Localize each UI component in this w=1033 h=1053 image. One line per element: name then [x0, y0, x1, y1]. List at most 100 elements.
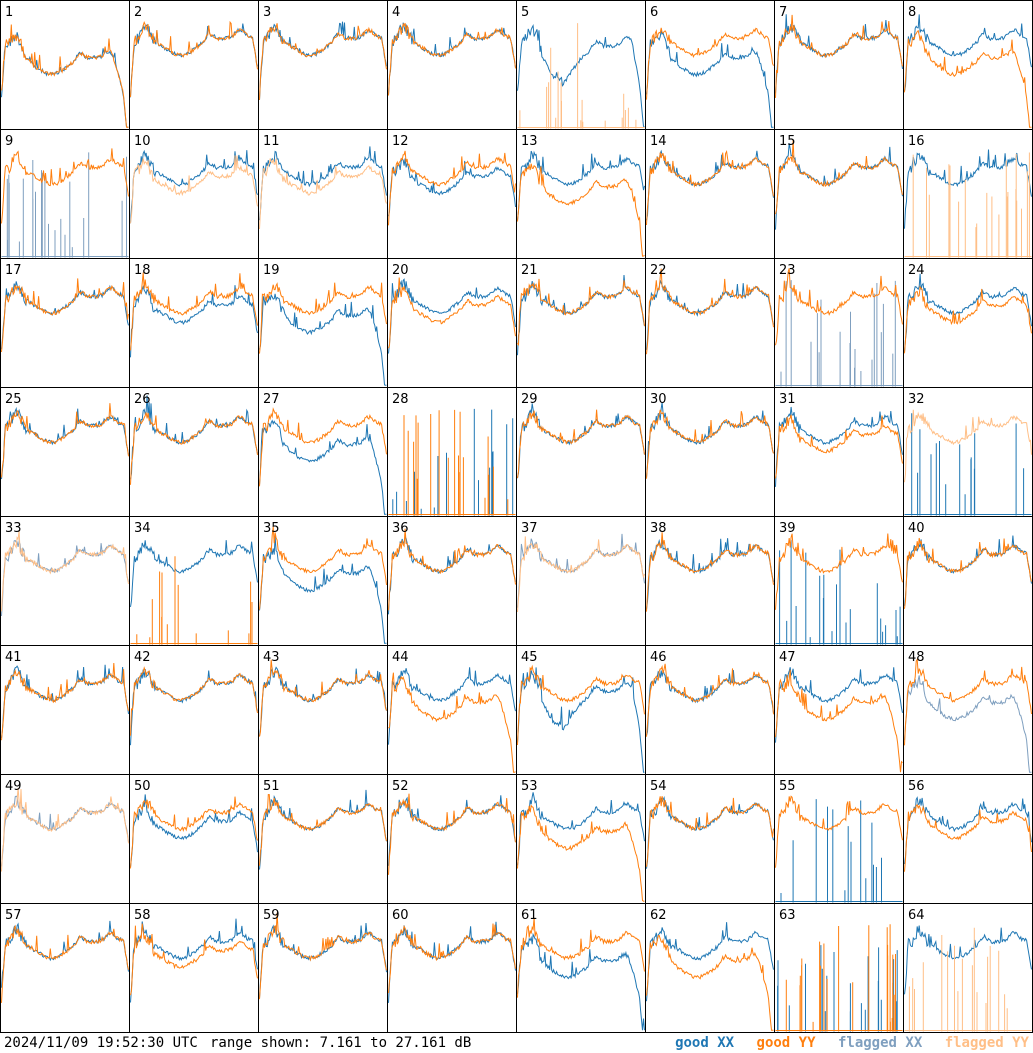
series-yy-25: [1, 403, 129, 478]
series-xx-20: [388, 278, 516, 354]
tile-17: 17: [0, 258, 130, 388]
tile-9: 9: [0, 129, 130, 259]
series-xx-62: [646, 922, 774, 1002]
legend-good-xx: good XX: [675, 1035, 735, 1051]
tile-label: 29: [521, 392, 538, 407]
series-yy-26: [130, 412, 258, 485]
series-yy-28: [388, 409, 516, 516]
series-yy-32: [904, 409, 1032, 483]
tile-label: 22: [650, 263, 667, 278]
tile-label: 25: [5, 392, 22, 407]
tile-label: 11: [263, 134, 280, 149]
tile-label: 43: [263, 650, 280, 665]
tile-27: 27: [258, 387, 388, 517]
tile-label: 3: [263, 5, 271, 20]
series-yy-8: [904, 29, 1032, 128]
tile-label: 55: [779, 779, 796, 794]
tile-29: 29: [516, 387, 646, 517]
series-xx-15: [775, 143, 903, 230]
series-yy-10: [130, 155, 258, 224]
tile-1: 1: [0, 0, 130, 130]
series-yy-18: [130, 272, 258, 351]
series-yy-43: [259, 659, 387, 737]
tile-38: 38: [645, 516, 775, 646]
tile-42: 42: [129, 645, 259, 775]
series-yy-6: [646, 27, 774, 100]
series-yy-29: [517, 409, 645, 479]
series-xx-16: [904, 149, 1032, 229]
series-xx-36: [388, 535, 516, 615]
tile-label: 23: [779, 263, 796, 278]
tile-label: 56: [908, 779, 925, 794]
series-xx-6: [646, 30, 774, 128]
series-xx-4: [388, 22, 516, 95]
tile-label: 19: [263, 263, 280, 278]
tile-21: 21: [516, 258, 646, 388]
tile-label: 45: [521, 650, 538, 665]
series-xx-55: [775, 799, 903, 903]
tile-6: 6: [645, 0, 775, 130]
tile-label: 49: [5, 779, 22, 794]
tile-label: 59: [263, 908, 280, 923]
series-yy-1: [1, 24, 129, 128]
series-xx-42: [130, 668, 258, 746]
tile-label: 40: [908, 521, 925, 536]
series-xx-47: [775, 667, 903, 743]
series-yy-48: [904, 657, 1032, 746]
series-yy-11: [259, 158, 387, 230]
tile-label: 54: [650, 779, 667, 794]
tile-label: 42: [134, 650, 151, 665]
tile-label: 13: [521, 134, 538, 149]
tile-label: 15: [779, 134, 796, 149]
series-yy-61: [517, 917, 645, 998]
tile-label: 46: [650, 650, 667, 665]
tile-60: 60: [387, 903, 517, 1033]
tile-label: 64: [908, 908, 925, 923]
series-yy-4: [388, 22, 516, 96]
series-yy-19: [259, 282, 387, 354]
tile-10: 10: [129, 129, 259, 259]
tile-label: 31: [779, 392, 796, 407]
series-xx-34: [130, 540, 258, 607]
series-yy-52: [388, 793, 516, 875]
tile-label: 28: [392, 392, 409, 407]
series-yy-34: [130, 556, 258, 645]
tile-label: 7: [779, 5, 787, 20]
series-yy-49: [1, 788, 129, 872]
tile-label: 27: [263, 392, 280, 407]
tile-label: 48: [908, 650, 925, 665]
series-xx-48: [904, 675, 1032, 773]
series-xx-54: [646, 796, 774, 869]
tile-8: 8: [903, 0, 1033, 130]
series-yy-60: [388, 923, 516, 993]
tile-22: 22: [645, 258, 775, 388]
series-xx-23: [775, 280, 903, 387]
tile-label: 17: [5, 263, 22, 278]
tile-label: 8: [908, 5, 916, 20]
series-yy-16: [904, 152, 1032, 258]
series-yy-13: [517, 163, 645, 257]
series-yy-33: [1, 530, 129, 612]
series-yy-38: [646, 532, 774, 612]
tile-5: 5: [516, 0, 646, 130]
tile-label: 35: [263, 521, 280, 536]
series-xx-61: [517, 932, 645, 1031]
series-xx-44: [388, 667, 516, 745]
tile-label: 44: [392, 650, 409, 665]
footer: 2024/11/09 19:52:30 UTC range shown: 7.1…: [0, 1033, 1033, 1053]
series-yy-24: [904, 285, 1032, 354]
tile-label: 32: [908, 392, 925, 407]
tile-label: 34: [134, 521, 151, 536]
tile-frame: [516, 0, 646, 130]
series-yy-5: [517, 23, 645, 129]
tile-49: 49: [0, 774, 130, 904]
tile-frame: [0, 0, 130, 130]
tile-label: 38: [650, 521, 667, 536]
series-xx-7: [775, 14, 903, 94]
tile-3: 3: [258, 0, 388, 130]
series-yy-7: [775, 14, 903, 98]
tile-34: 34: [129, 516, 259, 646]
tile-30: 30: [645, 387, 775, 517]
tile-26: 26: [129, 387, 259, 517]
series-yy-2: [130, 20, 258, 98]
